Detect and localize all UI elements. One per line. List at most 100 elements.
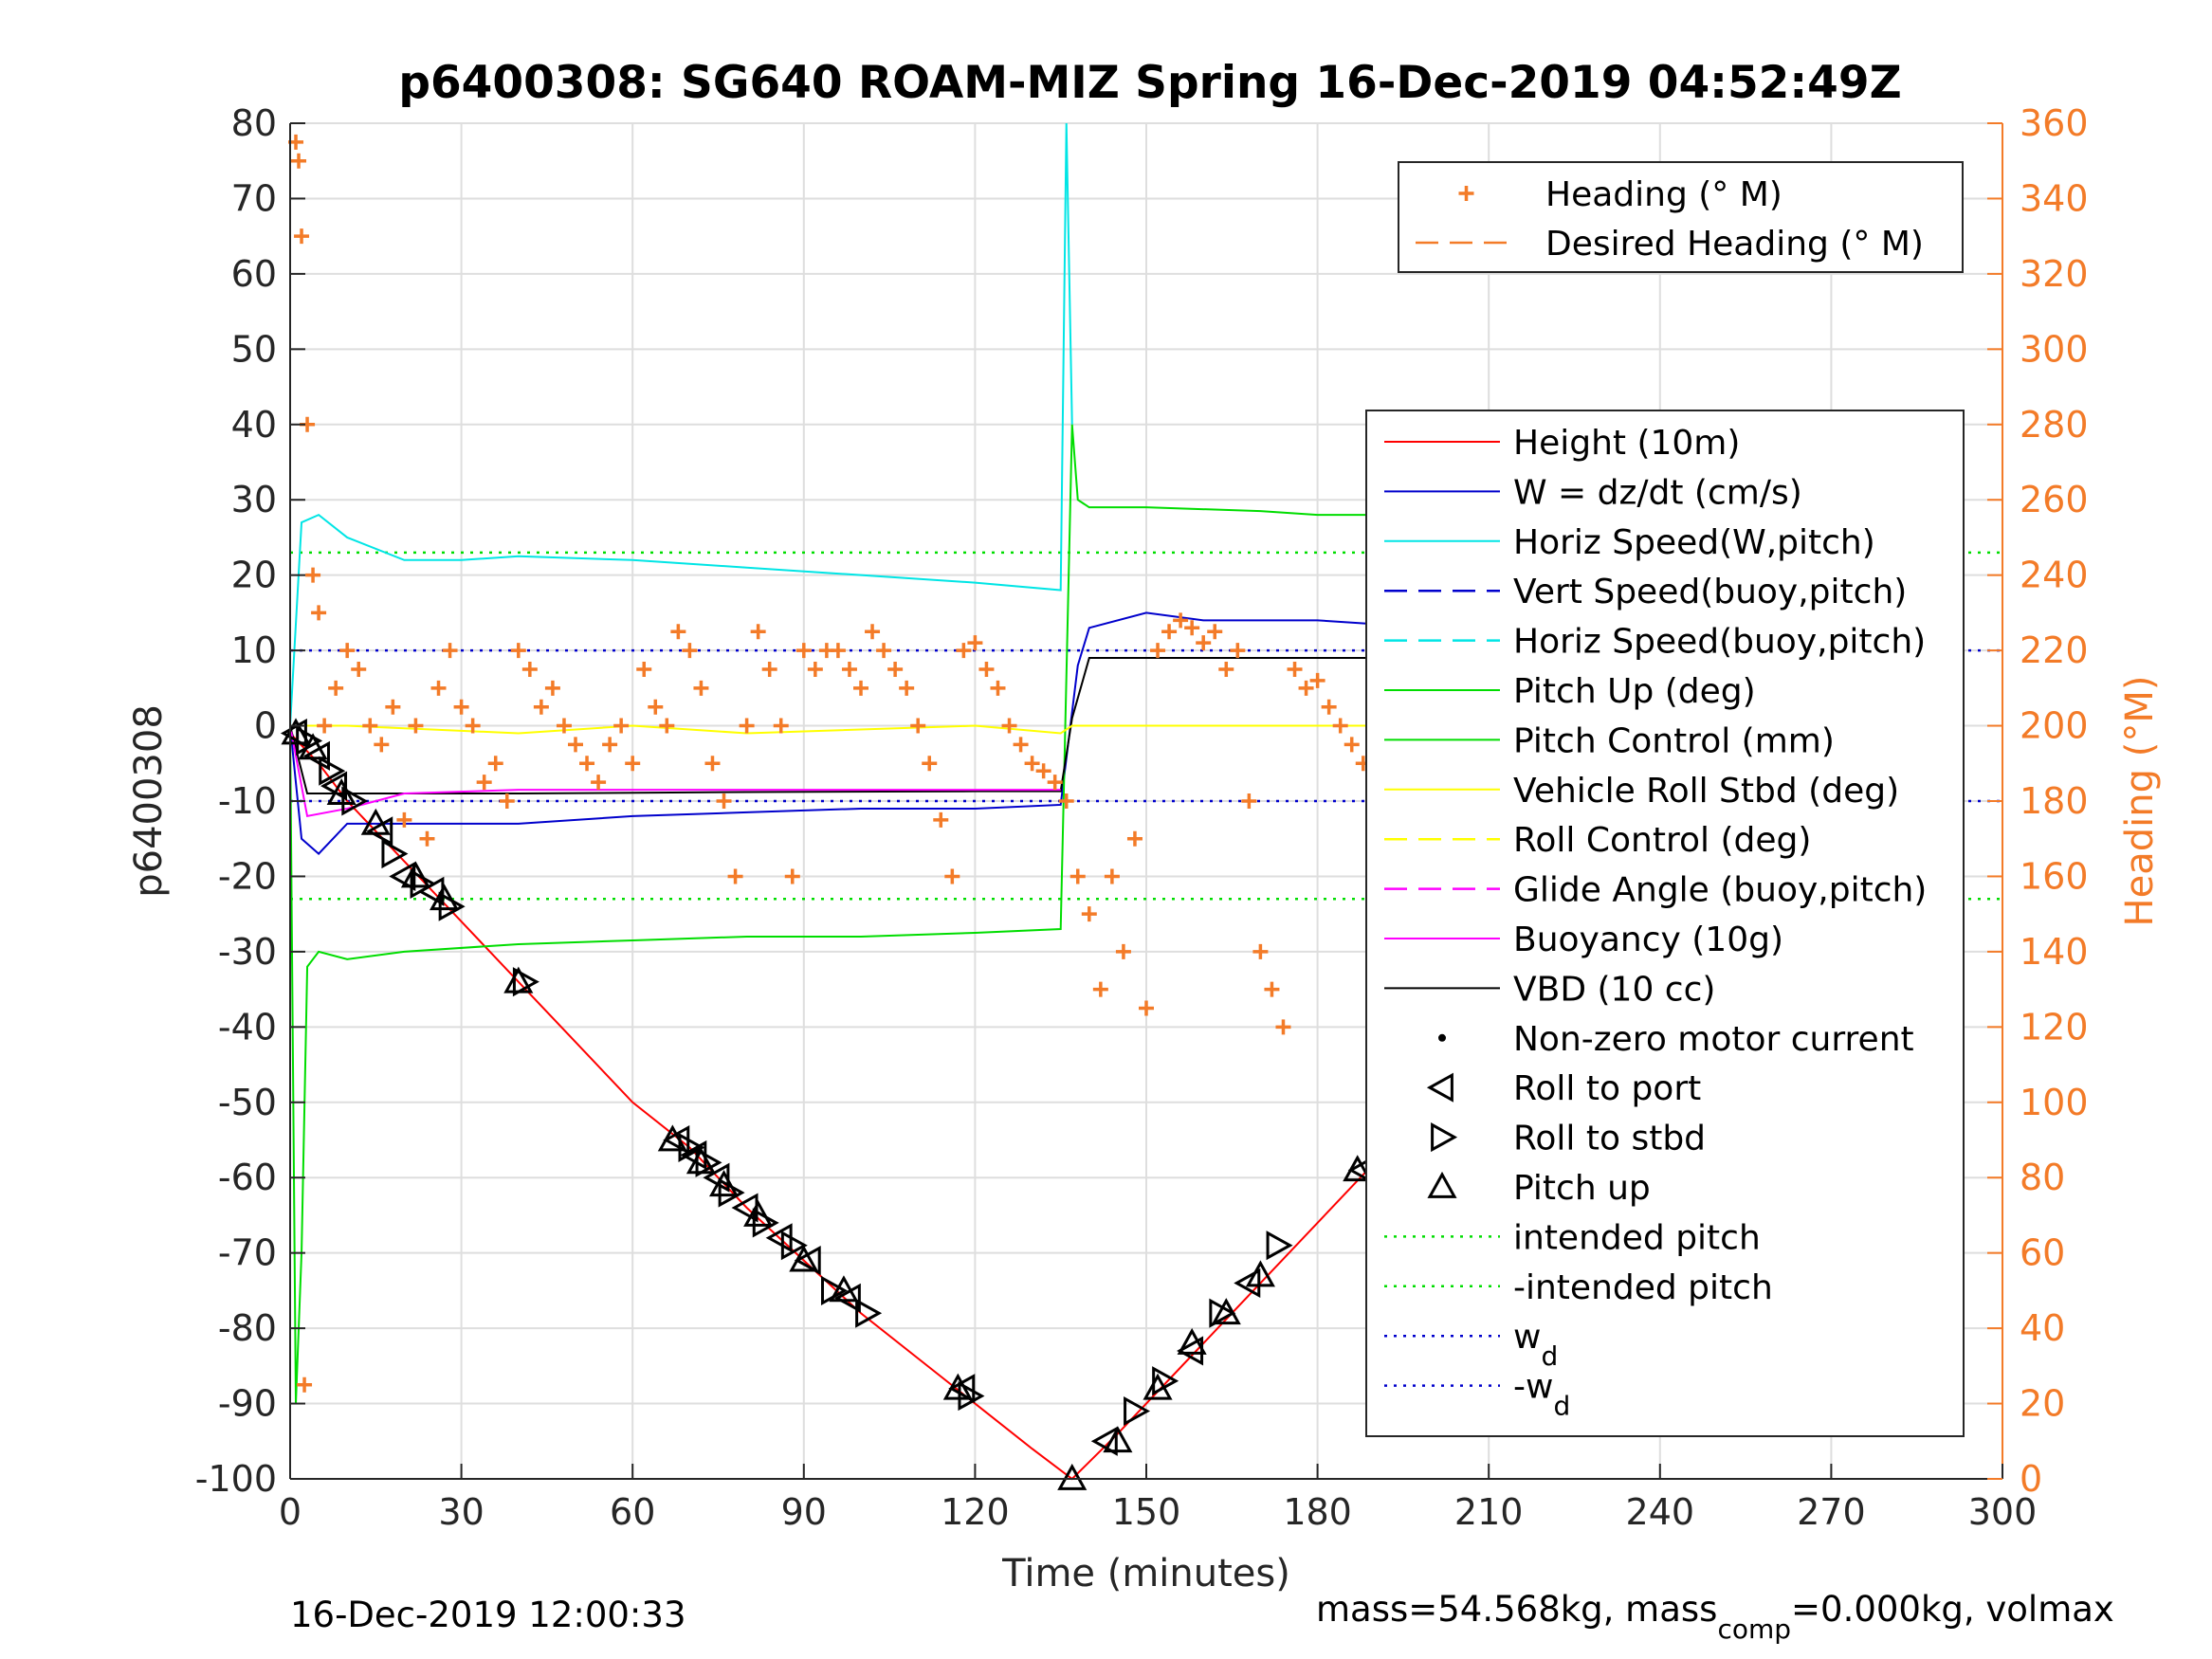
- marker-roll-to-stbd: [678, 1132, 705, 1162]
- footer-mass: mass=54.568kg, masscomp=0.000kg, volmax: [1316, 1589, 2114, 1645]
- legend-main-label: Glide Angle (buoy,pitch): [1513, 871, 1927, 910]
- heading-point: [1126, 830, 1143, 847]
- y-tick-label-left: 40: [231, 404, 277, 446]
- legend-main-label: W = dz/dt (cm/s): [1513, 473, 1802, 512]
- heading-point: [841, 661, 857, 677]
- heading-point: [956, 643, 972, 659]
- y-tick-label-right: 20: [2020, 1383, 2065, 1425]
- heading-point: [1309, 672, 1325, 688]
- y-tick-label-right: 260: [2020, 479, 2089, 520]
- marker-pitch-up: [503, 966, 534, 994]
- heading-point: [865, 624, 881, 640]
- heading-point: [1047, 775, 1063, 791]
- y-tick-label-right: 180: [2020, 780, 2089, 822]
- heading-point: [544, 680, 560, 696]
- heading-point: [784, 868, 800, 884]
- heading-point: [750, 624, 766, 640]
- y-tick-label-right: 100: [2020, 1082, 2089, 1123]
- x-tick-label: 90: [781, 1491, 827, 1533]
- heading-point: [682, 643, 698, 659]
- marker-pitch-up: [829, 1275, 859, 1303]
- heading-point: [1069, 868, 1086, 884]
- heading-point: [967, 635, 983, 651]
- series-line: [289, 122, 1073, 726]
- marker-pitch-up: [1143, 1373, 1173, 1400]
- marker-roll-to-port: [833, 1283, 861, 1313]
- reference-lines: [290, 551, 2002, 901]
- y-tick-label-right: 240: [2020, 555, 2089, 596]
- heading-point: [795, 643, 812, 659]
- marker-pitch-up: [1211, 1298, 1241, 1325]
- legend-main-label: Horiz Speed(buoy,pitch): [1513, 623, 1926, 662]
- marker-pitch-up: [942, 1373, 973, 1400]
- heading-point: [716, 793, 732, 809]
- y-tick-label-right: 160: [2020, 855, 2089, 897]
- footer-timestamp: 16-Dec-2019 12:00:33: [290, 1595, 686, 1635]
- heading-point: [1287, 661, 1303, 677]
- heading-point: [305, 567, 321, 583]
- heading-point: [1081, 906, 1097, 922]
- y-tick-label-left: 50: [231, 328, 277, 370]
- y-tick-label-left: -10: [218, 780, 277, 822]
- x-tick-label: 150: [1112, 1491, 1181, 1533]
- heading-point: [362, 718, 378, 734]
- legend-main-label: VBD (10 cc): [1513, 970, 1715, 1009]
- x-tick-label: 240: [1626, 1491, 1695, 1533]
- marker-pitch-up: [400, 861, 430, 888]
- legend-main-label: Pitch Up (deg): [1513, 672, 1756, 711]
- marker-pitch-up: [686, 1147, 716, 1175]
- y-tick-label-right: 120: [2020, 1006, 2089, 1048]
- y-tick-label-right: 40: [2020, 1307, 2065, 1349]
- legend-main-label: Buoyancy (10g): [1513, 921, 1783, 959]
- legend-main-label: Non-zero motor current: [1513, 1020, 1914, 1059]
- legend-heading-label: Heading (° M): [1545, 175, 1782, 214]
- marker-roll-to-port: [1234, 1267, 1261, 1298]
- footer-mass-a: mass=54.568kg, mass: [1316, 1589, 1717, 1630]
- heading-point: [1241, 793, 1257, 809]
- y-tick-label-left: 60: [231, 253, 277, 295]
- marker-roll-to-stbd: [780, 1231, 808, 1261]
- legend-glyph: [1458, 186, 1474, 201]
- legend-main-label-sub: d: [1553, 1391, 1570, 1422]
- heading-point: [830, 643, 846, 659]
- legend-glyph: [1427, 1171, 1457, 1198]
- heading-point: [419, 830, 435, 847]
- heading-point: [876, 643, 892, 659]
- y-tick-label-left: -40: [218, 1006, 277, 1048]
- y-tick-label-left: -100: [195, 1458, 277, 1500]
- y-tick-label-left: -60: [218, 1157, 277, 1198]
- heading-point: [625, 756, 641, 772]
- marker-roll-to-stbd: [512, 967, 539, 997]
- y-axis-label-left: p6400308: [127, 704, 171, 898]
- heading-point: [1184, 620, 1200, 636]
- heading-point: [990, 680, 1006, 696]
- marker-roll-to-stbd: [1124, 1395, 1151, 1427]
- heading-point: [521, 661, 538, 677]
- legend-glyph: [1431, 1122, 1458, 1153]
- heading-point: [922, 756, 938, 772]
- marker-pitch-up: [429, 884, 460, 911]
- y-tick-label-left: -70: [218, 1232, 277, 1274]
- y-tick-label-right: 0: [2020, 1458, 2042, 1500]
- legend-main-label: Roll to stbd: [1513, 1120, 1706, 1158]
- y-tick-label-right: 200: [2020, 705, 2089, 747]
- heading-point: [294, 228, 310, 245]
- heading-point: [1115, 943, 1131, 959]
- x-axis-label: Time (minutes): [1001, 1552, 1290, 1595]
- y-tick-label-left: 20: [231, 555, 277, 596]
- marker-pitch-up: [1245, 1260, 1275, 1287]
- heading-point: [602, 737, 618, 753]
- heading-point: [1058, 793, 1074, 809]
- legend-glyph: [1426, 1072, 1453, 1103]
- heading-point: [317, 718, 333, 734]
- footer-mass-b: =0.000kg, volmax: [1791, 1589, 2114, 1630]
- marker-roll-to-stbd: [855, 1298, 883, 1328]
- heading-point: [1252, 943, 1269, 959]
- heading-point: [579, 756, 595, 772]
- x-tick-label: 180: [1283, 1491, 1352, 1533]
- heading-point: [761, 661, 777, 677]
- heading-point: [910, 718, 926, 734]
- legend-main-box: [1365, 410, 1965, 1437]
- marker-pitch-up: [1177, 1327, 1207, 1355]
- marker-roll-to-stbd: [695, 1147, 722, 1177]
